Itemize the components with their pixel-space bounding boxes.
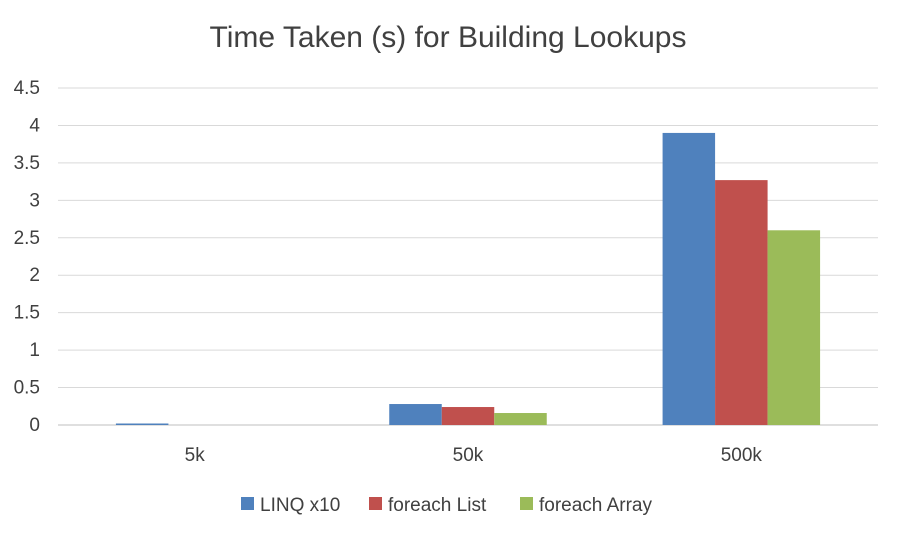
y-tick-label: 4 <box>29 115 40 136</box>
y-tick-label: 1.5 <box>14 303 40 324</box>
y-tick-label: 3.5 <box>14 153 40 174</box>
y-axis-ticks: 0 0.5 1 1.5 2 2.5 3 3.5 4 4.5 <box>14 78 41 436</box>
bars <box>115 132 821 425</box>
legend-label: foreach List <box>388 495 487 516</box>
y-tick-label: 0 <box>29 415 40 436</box>
legend-swatch <box>520 497 533 510</box>
bar <box>115 423 169 425</box>
y-tick-label: 0.5 <box>14 378 40 399</box>
x-axis-ticks: 5k 50k 500k <box>185 445 763 466</box>
legend-swatch <box>241 497 254 510</box>
x-tick-label: 50k <box>453 445 484 466</box>
bar <box>662 132 716 425</box>
bar <box>389 404 442 425</box>
gridlines <box>58 87 878 426</box>
bar <box>715 180 768 425</box>
x-tick-label: 500k <box>721 445 763 466</box>
y-tick-label: 4.5 <box>14 78 40 99</box>
y-tick-label: 1 <box>29 340 40 361</box>
legend-label: LINQ x10 <box>260 495 340 516</box>
legend: LINQ x10 foreach List foreach Array <box>241 495 652 516</box>
legend-swatch <box>369 497 382 510</box>
y-tick-label: 2.5 <box>14 228 40 249</box>
x-tick-label: 5k <box>185 445 206 466</box>
y-tick-label: 2 <box>29 265 40 286</box>
chart-title: Time Taken (s) for Building Lookups <box>210 21 687 54</box>
bar <box>441 407 495 425</box>
y-tick-label: 3 <box>29 190 40 211</box>
legend-label: foreach Array <box>539 495 652 516</box>
bar <box>494 413 547 425</box>
bar <box>767 230 821 425</box>
